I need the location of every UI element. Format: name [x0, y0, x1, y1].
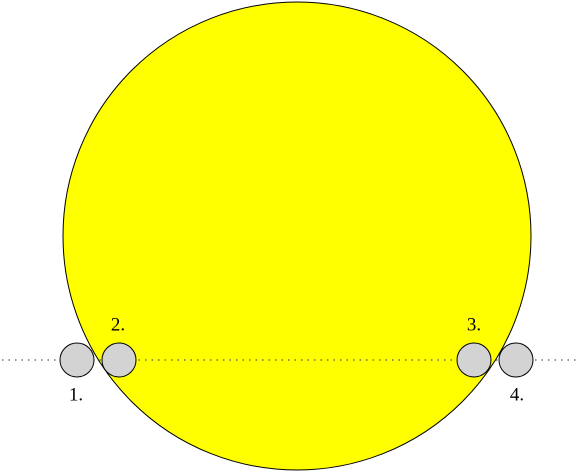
small-circle: [101, 342, 137, 378]
marker-label: 4.: [510, 384, 524, 405]
small-circle: [456, 342, 492, 378]
small-circle: [498, 342, 534, 378]
marker-label: 2.: [111, 314, 125, 335]
small-circle: [59, 342, 95, 378]
marker-label: 3.: [467, 314, 481, 335]
large-circle: [62, 1, 532, 471]
marker-label: 1.: [69, 384, 83, 405]
